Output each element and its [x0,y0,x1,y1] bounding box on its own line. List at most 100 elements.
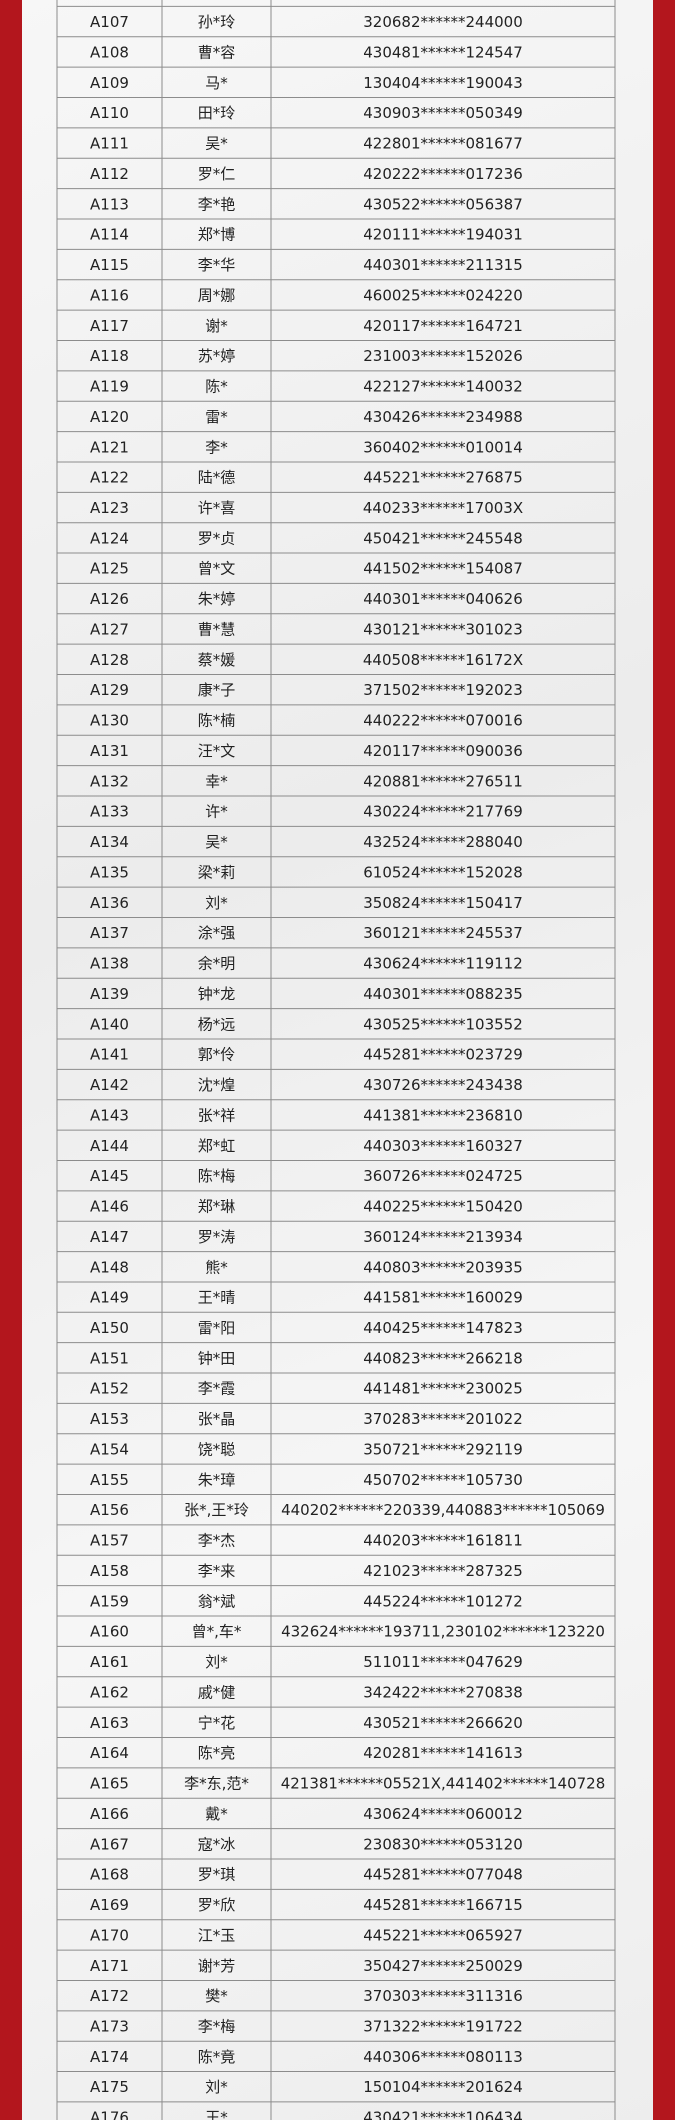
name: 蔡*媛 [198,651,236,669]
id-number: 430903******050349 [363,104,523,122]
id-number: 445224******101272 [363,1592,523,1610]
row-id: A129 [90,681,129,699]
row-id: A158 [90,1562,129,1580]
row-id: A123 [90,499,129,517]
id-number: 342422******270838 [363,1683,523,1701]
name: 寇*冰 [198,1835,236,1853]
row-id: A153 [90,1410,129,1428]
id-number: 420117******090036 [363,742,523,760]
id-number: 440225******150420 [363,1198,523,1216]
name: 王*晴 [198,1289,236,1307]
row-id: A137 [90,924,129,942]
id-number: 430481******124547 [363,43,523,61]
row-id: A172 [90,1987,129,2005]
row-id: A152 [90,1380,129,1398]
row-id: A133 [90,803,129,821]
id-number: 150104******201624 [363,2078,523,2096]
id-number: 230830******053120 [363,1835,523,1853]
row-id: A108 [90,43,129,61]
name: 谢*芳 [198,1957,236,1975]
name: 李* [205,438,228,456]
row-id: A127 [90,620,129,638]
id-number: 350824******150417 [363,894,523,912]
row-id: A141 [90,1046,129,1064]
id-number: 422801******081677 [363,135,523,153]
row-id: A126 [90,590,129,608]
name: 曹*慧 [198,620,236,638]
id-number: 440823******266218 [363,1349,523,1367]
name: 曾*文 [198,560,236,578]
id-number: 420281******141613 [363,1744,523,1762]
name: 饶*聪 [198,1440,236,1458]
id-number: 360726******024725 [363,1167,523,1185]
name: 陈*梅 [198,1167,236,1185]
name: 梁*莉 [198,863,236,881]
name: 钟*田 [198,1349,236,1367]
id-number: 511011******047629 [363,1653,523,1671]
row-id: A116 [90,286,129,304]
name: 吴* [205,135,228,153]
row-id: A156 [90,1501,129,1519]
id-number: 430726******243438 [363,1076,523,1094]
row-id: A159 [90,1592,129,1610]
id-number: 450421******245548 [363,529,523,547]
name: 许*喜 [198,499,236,517]
name: 曾*,车* [192,1623,242,1641]
row-id: A151 [90,1349,129,1367]
row-id: A169 [90,1896,129,1914]
row-id: A121 [90,438,129,456]
name: 苏*婷 [198,347,236,365]
row-id: A118 [90,347,129,365]
name: 朱*婷 [198,590,236,608]
row-id: A120 [90,408,129,426]
id-number: 430426******234988 [363,408,523,426]
row-id: A171 [90,1957,129,1975]
name: 江*玉 [198,1926,236,1944]
row-id: A138 [90,955,129,973]
row-id: A160 [90,1623,129,1641]
id-number: 440306******080113 [363,2048,523,2066]
id-number: 130404******190043 [363,74,523,92]
row-id: A176 [90,2109,129,2120]
id-number: 440202******220339,440883******105069 [281,1501,605,1519]
id-number: 231003******152026 [363,347,523,365]
name: 李*梅 [198,2018,236,2036]
name: 谢* [205,317,228,335]
id-number: 440508******16172X [363,651,523,669]
name: 宁*花 [198,1714,236,1732]
name: 汪*文 [198,742,236,760]
name: 戚*健 [198,1683,236,1701]
row-id: A134 [90,833,129,851]
row-id: A142 [90,1076,129,1094]
name: 朱*璋 [198,1471,236,1489]
row-id: A136 [90,894,129,912]
id-number: 421381******05521X,441402******140728 [281,1775,606,1793]
row-id: A139 [90,985,129,1003]
name: 钟*龙 [198,985,236,1003]
id-number: 441502******154087 [363,560,523,578]
id-number: 370283******201022 [363,1410,523,1428]
id-number: 610524******152028 [363,863,523,881]
row-id: A164 [90,1744,129,1762]
name: 李*艳 [198,195,236,213]
row-id: A122 [90,469,129,487]
name: 樊* [205,1987,228,2005]
row-id: A162 [90,1683,129,1701]
id-number: 430421******106434 [363,2109,523,2120]
id-number: 430522******056387 [363,195,523,213]
id-number: 430624******060012 [363,1805,523,1823]
id-number: 360121******245537 [363,924,523,942]
id-number: 420117******164721 [363,317,523,335]
name: 刘* [205,1653,228,1671]
name: 郑*虹 [198,1137,236,1155]
row-id: A168 [90,1866,129,1884]
row-id: A149 [90,1289,129,1307]
id-number: 460025******024220 [363,286,523,304]
name: 罗*涛 [198,1228,236,1246]
id-number: 430121******301023 [363,620,523,638]
name: 翁*斌 [198,1592,236,1610]
name: 熊* [205,1258,228,1276]
id-number: 440301******040626 [363,590,523,608]
id-number: 430521******266620 [363,1714,523,1732]
